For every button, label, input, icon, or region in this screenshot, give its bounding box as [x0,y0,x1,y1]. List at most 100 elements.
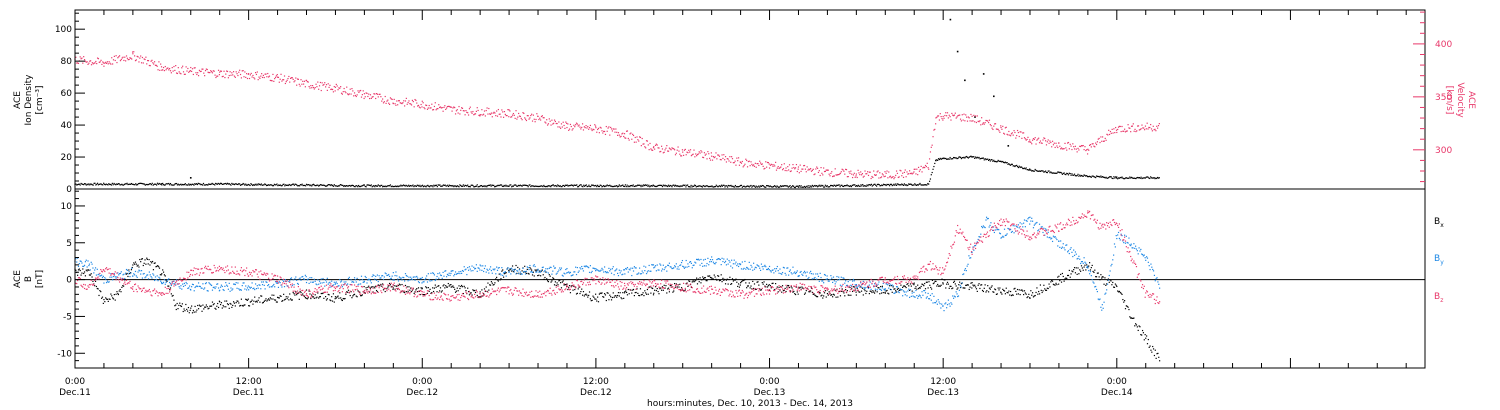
b-series-bx-point [917,284,919,286]
b-series-by-point [181,288,183,290]
top-series-2-point [800,170,802,172]
top-series-0-point [104,184,106,186]
b-series-bx-point [206,306,208,308]
top-series-2-point [578,124,580,126]
top-series-0-point [321,184,323,186]
b-series-by-point [621,274,623,276]
b-series-bx-point [242,305,244,307]
b-series-bx-point [441,290,443,292]
b-series-by-point [988,226,990,228]
b-series-bx-point [312,296,315,298]
top-series-0-point [846,184,848,186]
top-series-0-point [851,184,853,187]
b-series-by-point [317,279,319,281]
top-series-2-point [870,177,872,180]
b-series-bx-point [913,284,915,286]
b-series-by-point [549,266,551,268]
b-series-by-point [404,280,406,282]
b-series-by-point [366,282,368,284]
top-series-2-point [1009,134,1011,136]
top-series-0-point [123,184,125,186]
top-series-0-point [238,183,240,185]
b-series-by-point [705,265,707,267]
top-series-0-point [268,184,270,186]
top-series-2-point [1146,122,1148,124]
b-series-bx-point [720,274,722,276]
b-series-bx-point [745,282,747,284]
top-series-2-point [597,127,600,130]
b-series-by-point [610,272,613,274]
top-series-0-point [1043,171,1045,173]
top-series-2-point [759,162,762,164]
top-series-2-point [575,122,578,124]
top-series-0-point [1083,174,1085,176]
b-series-bx-point [584,294,586,296]
top-series-2-point [303,83,305,85]
top-series-2-point [829,175,831,177]
b-series-by-point [433,274,436,276]
top-series-2-point [993,125,995,127]
b-series-by-point [204,287,206,289]
b-series-bx-point [344,297,346,300]
top-series-0-point [1096,175,1099,177]
b-series-by-point [612,266,614,268]
b-series-by-point [440,274,442,277]
b-series-bx-point [671,286,673,288]
b-series-bx-point [626,294,629,296]
top-series-0-point [541,185,543,187]
b-series-by-point [406,275,408,277]
b-series-by-point [897,291,899,293]
b-series-bx-point [810,287,813,289]
b-series-bx-point [809,291,811,293]
top-series-0-point [282,183,284,186]
b-series-bx-point [328,294,330,296]
b-series-bx-point [491,282,493,284]
top-series-2-point [134,55,136,57]
top-series-0-point [350,185,352,187]
top-series-2-point [801,168,803,170]
top-series-2-point [603,130,606,133]
top-series-2-point [399,102,401,104]
b-series-bx-point [700,282,702,284]
top-series-0-point [391,185,393,187]
top-series-0-point [1131,177,1134,179]
b-series-by-point [697,258,699,260]
b-series-by-point [870,288,872,290]
top-series-0-point [316,184,318,186]
b-series-bx-point [1136,326,1138,328]
top-series-2-point [914,168,916,170]
b-series-bx-point [304,296,306,299]
b-series-by-point [727,263,729,265]
b-series-bx-point [224,300,226,302]
b-series-by-point [103,282,105,284]
b-series-by-point [206,290,208,292]
b-series-by-point [963,269,966,271]
top-series-0-point [559,185,561,187]
b-series-by-point [629,269,631,271]
b-series-bx-point [778,286,780,288]
top-series-0-point [697,185,699,188]
b-series-bx-point [782,290,785,292]
b-series-bx-point [1145,337,1147,339]
top-series-2-point [901,175,903,177]
b-series-bx-point [355,295,357,297]
top-series-2-point [867,171,869,173]
top-series-2-point [81,57,83,59]
top-series-2-point [1115,129,1118,131]
b-series-by-point [756,264,758,266]
top-series-2-point [441,107,443,109]
top-series-2-point [678,150,680,152]
b-series-by-point [1029,223,1031,225]
top-series-2-point [230,74,232,76]
top-series-2-point [649,142,651,145]
top-series-0-point [647,185,649,188]
b-series-by-point [219,289,221,291]
top-series-0-point [1117,178,1119,180]
top-series-2-point [845,168,847,170]
b-series-by-point [944,303,946,305]
b-series-bx-point [295,291,297,293]
top-series-2-point [794,167,797,169]
b-series-by-point [596,269,598,271]
b-series-bx-point [363,291,365,293]
top-series-0-point [838,184,840,186]
